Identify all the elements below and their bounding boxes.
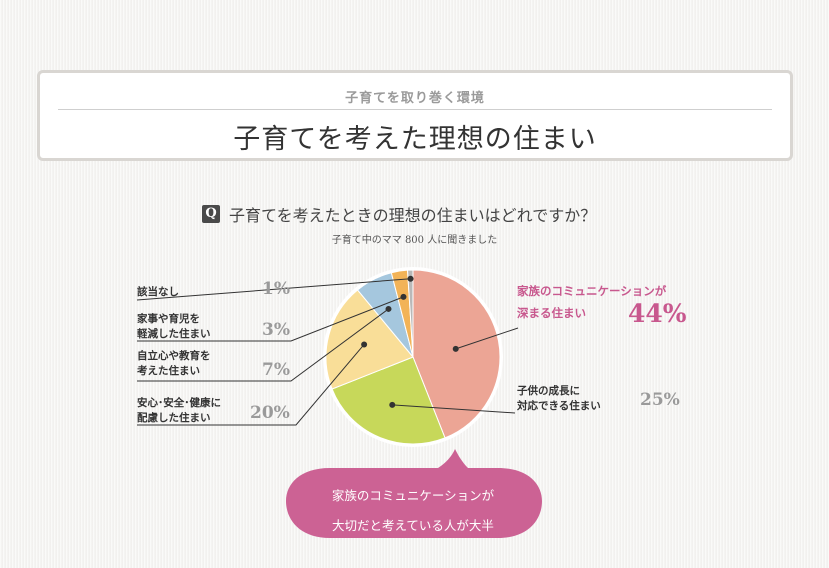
leader-dot <box>407 275 414 282</box>
leader-independence <box>137 308 389 382</box>
slice-none <box>407 269 414 358</box>
page-title: 子育てを考えた理想の住まい <box>233 124 597 155</box>
pct-chores: 3% <box>262 320 290 340</box>
header-subtitle: 子育てを取り巻く環境 <box>345 91 485 106</box>
label-growth-1: 子供の成長に <box>517 385 580 397</box>
header-divider <box>58 109 772 110</box>
label-family-1: 家族のコミュニケーションが <box>517 284 667 298</box>
leader-dot <box>385 305 392 312</box>
bubble-line-2: 大切だと考えている人が大半 <box>332 518 494 533</box>
leader-growth <box>392 404 516 414</box>
survey-note: 子育て中のママ 800 人に聞きました <box>331 235 498 246</box>
header-panel: 子育てを取り巻く環境 子育てを考えた理想の住まい <box>37 70 793 161</box>
label-safety-2: 配慮した住まい <box>137 412 211 424</box>
leader-chores <box>137 296 404 342</box>
label-indep-1: 自立心や教育を <box>137 350 211 362</box>
leader-dot <box>361 341 368 348</box>
callout-bubble <box>286 449 542 538</box>
label-chores-1: 家事や育児を <box>137 313 200 325</box>
label-growth-2: 対応できる住まい <box>517 400 601 412</box>
label-chores-2: 軽減した住まい <box>137 328 211 340</box>
label-none: 該当なし <box>137 286 179 298</box>
leader-dot <box>400 293 407 300</box>
bubble-line-1: 家族のコミュニケーションが <box>331 488 495 503</box>
question-badge: Q <box>202 205 220 223</box>
leader-safety <box>137 344 365 426</box>
pct-indep: 7% <box>262 360 290 380</box>
pct-growth: 25% <box>640 390 680 410</box>
pct-safety: 20% <box>250 403 290 423</box>
label-indep-2: 考えた住まい <box>137 365 200 377</box>
slice-family <box>412 269 501 439</box>
label-family-2: 深まる住まい <box>517 306 586 320</box>
question-text: 子育てを考えたときの理想の住まいはどれですか？ <box>229 206 597 225</box>
pct-family: 44% <box>628 299 687 328</box>
pct-none: 1% <box>262 279 290 299</box>
label-safety-1: 安心･安全･健康に <box>137 397 221 409</box>
leader-dot <box>452 345 459 352</box>
slice-growth <box>331 356 446 445</box>
leader-family <box>455 327 519 350</box>
leader-dot <box>389 401 396 408</box>
leader-none <box>136 278 411 301</box>
